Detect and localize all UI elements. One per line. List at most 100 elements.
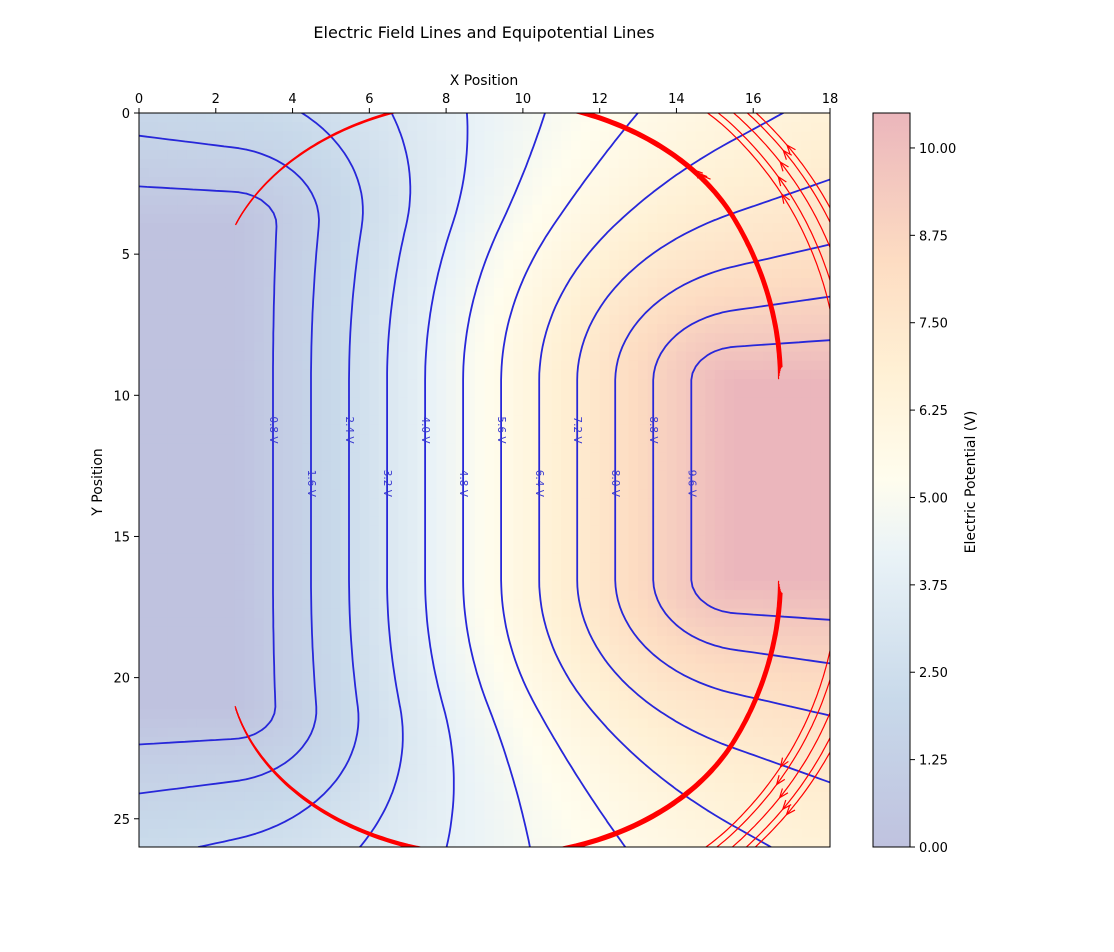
- heatmap-cell: [474, 470, 486, 481]
- heatmap-cell: [321, 443, 332, 454]
- heatmap-cell: [638, 351, 649, 362]
- heatmap-cell: [148, 571, 159, 582]
- heatmap-cell: [657, 434, 668, 444]
- heatmap-cell: [714, 296, 726, 307]
- heatmap-cell: [494, 498, 505, 509]
- heatmap-cell: [273, 663, 284, 674]
- heatmap-cell: [359, 544, 370, 555]
- heatmap-cell: [359, 562, 370, 573]
- heatmap-cell: [810, 580, 822, 591]
- heatmap-cell: [446, 507, 457, 518]
- heatmap-cell: [551, 480, 562, 490]
- heatmap-cell: [359, 232, 370, 243]
- heatmap-cell: [551, 727, 562, 738]
- heatmap-cell: [292, 727, 303, 738]
- heatmap-cell: [570, 544, 582, 555]
- heatmap-cell: [734, 333, 745, 343]
- heatmap-cell: [206, 195, 217, 206]
- heatmap-cell: [359, 296, 370, 307]
- heatmap-cell: [167, 654, 178, 665]
- heatmap-cell: [570, 259, 582, 270]
- heatmap-cell: [234, 333, 246, 343]
- heatmap-cell: [254, 654, 265, 665]
- heatmap-cell: [455, 213, 466, 224]
- heatmap-cell: [455, 498, 466, 509]
- heatmap-cell: [532, 168, 543, 178]
- heatmap-cell: [321, 672, 332, 683]
- heatmap-cell: [215, 287, 226, 298]
- heatmap-cell: [254, 691, 265, 701]
- heatmap-cell: [532, 140, 543, 151]
- heatmap-cell: [340, 296, 351, 307]
- heatmap-cell: [474, 489, 486, 499]
- heatmap-cell: [638, 268, 649, 279]
- heatmap-cell: [551, 186, 562, 197]
- heatmap-cell: [254, 553, 265, 564]
- heatmap-cell: [609, 232, 620, 243]
- heatmap-cell: [580, 663, 591, 674]
- heatmap-cell: [340, 241, 351, 252]
- heatmap-cell: [244, 351, 255, 362]
- heatmap-cell: [503, 113, 514, 123]
- heatmap-cell: [196, 746, 207, 756]
- heatmap-cell: [273, 342, 284, 353]
- heatmap-cell: [820, 369, 830, 380]
- heatmap-cell: [724, 259, 735, 270]
- heatmap-cell: [474, 397, 486, 408]
- heatmap-cell: [724, 232, 735, 243]
- heatmap-cell: [820, 379, 830, 389]
- heatmap-cell: [791, 498, 802, 509]
- heatmap-cell: [398, 168, 409, 178]
- heatmap-cell: [282, 470, 294, 481]
- heatmap-cell: [618, 736, 630, 747]
- heatmap-cell: [206, 296, 217, 307]
- heatmap-cell: [513, 232, 524, 243]
- heatmap-cell: [282, 131, 294, 142]
- heatmap-cell: [743, 388, 754, 399]
- heatmap-cell: [350, 369, 361, 380]
- heatmap-cell: [647, 727, 658, 738]
- heatmap-cell: [350, 131, 361, 142]
- heatmap-cell: [782, 305, 793, 316]
- heatmap-cell: [186, 654, 198, 665]
- heatmap-cell: [186, 599, 198, 610]
- heatmap-cell: [330, 122, 342, 132]
- heatmap-cell: [666, 296, 678, 307]
- heatmap-cell: [532, 397, 543, 408]
- heatmap-cell: [494, 204, 505, 215]
- heatmap-cell: [580, 305, 591, 316]
- heatmap-cell: [772, 525, 783, 536]
- heatmap-cell: [426, 434, 438, 444]
- heatmap-cell: [225, 131, 236, 142]
- heatmap-cell: [820, 305, 830, 316]
- heatmap-cell: [177, 158, 188, 169]
- heatmap-cell: [282, 140, 294, 151]
- heatmap-cell: [426, 168, 438, 178]
- heatmap-cell: [532, 635, 543, 646]
- heatmap-cell: [436, 131, 447, 142]
- heatmap-cell: [580, 580, 591, 591]
- heatmap-cell: [801, 452, 812, 463]
- heatmap-cell: [388, 250, 399, 261]
- heatmap-cell: [542, 122, 553, 132]
- heatmap-cell: [570, 691, 582, 701]
- heatmap-cell: [234, 489, 246, 499]
- heatmap-cell: [340, 287, 351, 298]
- heatmap-cell: [369, 223, 380, 233]
- heatmap-cell: [666, 186, 678, 197]
- heatmap-cell: [321, 599, 332, 610]
- heatmap-cell: [378, 140, 390, 151]
- heatmap-cell: [398, 590, 409, 600]
- heatmap-cell: [551, 397, 562, 408]
- heatmap-cell: [762, 305, 774, 316]
- heatmap-cell: [705, 452, 716, 463]
- heatmap-cell: [167, 415, 178, 426]
- heatmap-cell: [484, 379, 495, 389]
- heatmap-cell: [474, 727, 486, 738]
- heatmap-cell: [590, 525, 601, 536]
- heatmap-cell: [196, 333, 207, 343]
- heatmap-cell: [820, 204, 830, 215]
- heatmap-cell: [282, 415, 294, 426]
- heatmap-cell: [417, 635, 428, 646]
- heatmap-cell: [484, 590, 495, 600]
